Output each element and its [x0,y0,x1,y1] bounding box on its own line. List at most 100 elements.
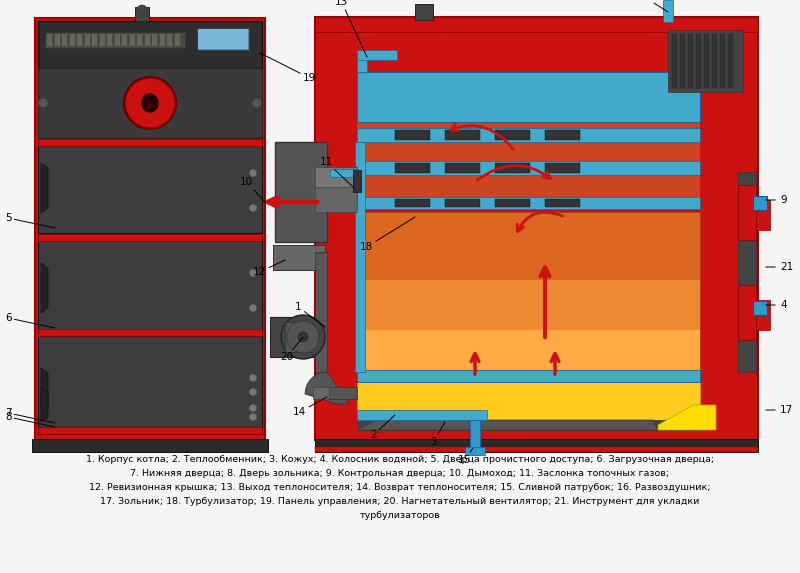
Bar [114,34,119,46]
Bar [47,34,52,46]
Bar [465,447,485,455]
Bar [756,300,770,330]
Bar [712,34,717,88]
Bar [315,447,758,452]
Bar [38,427,262,434]
Bar [720,34,725,88]
Bar [32,439,268,452]
Bar [357,420,700,430]
Bar [38,336,262,428]
Bar [315,167,357,187]
Bar [35,18,265,440]
Bar [85,34,90,46]
Bar [357,410,487,420]
Polygon shape [41,163,48,213]
Circle shape [124,77,176,129]
Text: 9: 9 [780,195,786,205]
Bar [753,301,767,315]
Circle shape [147,103,153,109]
Bar [663,0,673,22]
Polygon shape [41,368,48,413]
Text: 20: 20 [280,337,303,362]
Circle shape [298,332,308,342]
Bar [357,50,397,60]
Bar [137,34,142,46]
Bar [415,4,433,20]
Bar [680,34,685,88]
Bar [753,196,767,210]
Text: 1: 1 [295,302,325,327]
Text: 10: 10 [240,177,265,202]
Text: 12: 12 [253,260,285,277]
Text: 17: 17 [780,405,794,415]
Text: 7. Нижняя дверца; 8. Дверь зольника; 9. Контрольная дверца; 10. Дымоход; 11. Зас: 7. Нижняя дверца; 8. Дверь зольника; 9. … [130,469,670,478]
Polygon shape [357,420,658,430]
Text: 13: 13 [335,0,367,57]
Bar [167,34,172,46]
Bar [395,199,430,207]
Bar [357,213,700,280]
Bar [152,34,157,46]
Bar [197,28,249,50]
Bar [357,382,700,430]
Bar [92,34,97,46]
Circle shape [249,374,257,382]
Text: 8: 8 [5,412,55,427]
Circle shape [249,169,257,177]
Bar [198,29,248,49]
Bar [315,17,758,440]
Bar [130,34,134,46]
Bar [395,163,430,173]
Circle shape [126,79,174,127]
Bar [315,252,327,372]
Text: 5: 5 [5,213,55,228]
Bar [315,167,357,212]
Bar [445,199,480,207]
Text: 7: 7 [5,408,55,423]
Bar [275,142,327,242]
Bar [353,170,361,192]
Bar [738,185,756,240]
Bar [70,34,74,46]
Bar [470,420,480,455]
Bar [54,34,59,46]
Circle shape [38,98,48,108]
Circle shape [287,321,319,353]
Bar [672,34,677,88]
Bar [38,329,262,336]
Bar [38,432,262,434]
Bar [270,317,322,357]
Bar [545,163,580,173]
Bar [38,21,262,68]
Text: 19: 19 [260,53,316,83]
Bar [99,34,105,46]
Text: 21: 21 [780,262,794,272]
Bar [145,34,150,46]
Polygon shape [41,263,48,313]
Bar [738,172,756,372]
Bar [62,34,67,46]
Bar [38,68,262,138]
Bar [668,30,743,92]
Circle shape [249,204,257,212]
Bar [77,34,82,46]
Bar [357,280,700,330]
Bar [357,330,700,380]
Circle shape [249,413,257,421]
Circle shape [249,304,257,312]
Polygon shape [142,94,158,112]
Bar [330,169,358,177]
Bar [445,163,480,173]
Bar [313,387,329,399]
Text: 12. Ревизионная крышка; 13. Выход теплоносителя; 14. Возврат теплоносителя; 15. : 12. Ревизионная крышка; 13. Выход теплон… [90,483,710,492]
Text: 11: 11 [320,157,353,187]
Bar [756,200,770,230]
Bar [357,122,700,207]
Bar [38,139,262,146]
Bar [545,199,580,207]
Polygon shape [305,372,349,404]
Bar [174,34,179,46]
Bar [728,34,733,88]
Bar [357,72,700,122]
Bar [704,34,709,88]
